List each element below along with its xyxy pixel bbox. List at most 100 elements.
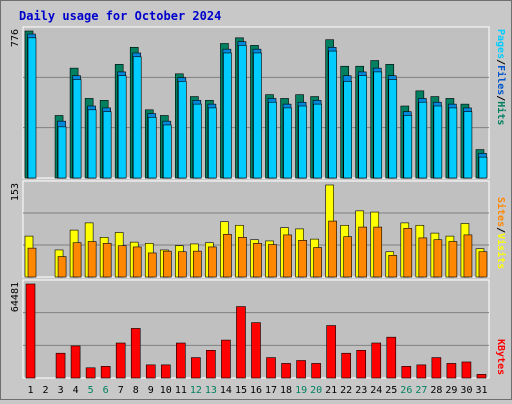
x-label-23: 23	[355, 385, 367, 396]
legend-entry-legend-top-4: Hits	[495, 101, 507, 125]
x-label-27: 27	[415, 385, 427, 396]
sites-bar-20	[313, 247, 322, 278]
x-label-22: 22	[340, 385, 352, 396]
x-label-12: 12	[190, 385, 202, 396]
kbytes-bar-30	[461, 361, 472, 379]
kbytes-bar-20	[311, 363, 321, 379]
x-label-15: 15	[235, 385, 247, 396]
pages-bar-27	[418, 101, 428, 179]
kbytes-bar-4	[70, 345, 81, 379]
chart-title: Daily usage for October 2024	[19, 9, 221, 23]
kbytes-bar-23	[356, 350, 367, 379]
kbytes-bar-6	[100, 366, 111, 379]
x-label-13: 13	[205, 385, 217, 396]
kbytes-legend: KBytes	[495, 339, 506, 375]
pages-bar-15	[238, 45, 247, 179]
pages-bar-7	[117, 75, 127, 179]
kbytes-max-label: 64481	[10, 282, 21, 312]
x-label-20: 20	[310, 385, 322, 396]
kbytes-bar-15	[236, 306, 246, 379]
legend-entry-legend-middle-0: Sites	[495, 197, 507, 227]
x-label-24: 24	[370, 385, 382, 396]
kbytes-bar-25	[386, 336, 397, 379]
x-label-28: 28	[430, 385, 442, 396]
pages-bar-9	[147, 117, 157, 179]
pages-bar-18	[283, 107, 292, 179]
bars	[24, 30, 488, 379]
sites-bar-28	[433, 239, 443, 278]
x-label-5: 5	[88, 385, 94, 396]
sites-bar-7	[117, 245, 127, 278]
x-label-6: 6	[103, 385, 109, 396]
x-label-2: 2	[43, 385, 49, 396]
sites-bar-25	[388, 255, 398, 278]
sites-bar-3	[57, 256, 67, 278]
sites-bar-31	[478, 251, 488, 278]
x-axis-labels: 1 2 3 4 5 6 7 8 9 10 11 12 13 14 15 16 17 18 19 20 21 22 23 24 2…	[28, 385, 488, 396]
pages-bar-23	[358, 75, 368, 179]
pages-bar-24	[373, 71, 383, 179]
kbytes-bar-17	[266, 357, 276, 379]
x-label-19: 19	[295, 385, 307, 396]
x-label-7: 7	[118, 385, 124, 396]
sites-bar-26	[403, 227, 413, 278]
kbytes-bar-29	[446, 363, 457, 379]
pages-bar-19	[298, 105, 307, 179]
pages-bar-6	[102, 111, 112, 179]
legend-entry-legend-top-2: Files	[495, 65, 507, 95]
kbytes-bar-26	[401, 366, 412, 379]
sites-bar-30	[463, 234, 473, 278]
pages-bar-5	[87, 109, 97, 179]
kbytes-bar-27	[416, 364, 427, 379]
x-label-16: 16	[250, 385, 262, 396]
legend-entry-legend-top-1: /	[495, 59, 506, 65]
kbytes-bar-5	[85, 367, 96, 379]
pages-bar-12	[193, 103, 202, 179]
x-label-9: 9	[148, 385, 154, 396]
kbytes-bar-24	[371, 342, 382, 379]
x-label-17: 17	[265, 385, 277, 396]
pages-bar-17	[268, 101, 277, 179]
hits-max-label: 776	[10, 29, 21, 47]
pages-bar-22	[343, 81, 352, 179]
x-label-21: 21	[325, 385, 337, 396]
sites-bar-29	[448, 241, 458, 278]
sites-bar-13	[208, 246, 217, 278]
sites-bar-24	[373, 226, 383, 278]
sites-bar-15	[238, 237, 247, 278]
kbytes-bar-14	[221, 339, 231, 379]
kbytes-bar-31	[476, 374, 487, 379]
kbytes-bar-11	[176, 342, 186, 379]
sites-bar-9	[147, 252, 157, 278]
sites-bar-17	[268, 244, 277, 278]
sites-bar-23	[358, 226, 368, 278]
kbytes-bar-10	[160, 364, 171, 379]
sites-bar-14	[223, 234, 232, 278]
sites-bar-10	[162, 250, 172, 278]
x-label-26: 26	[400, 385, 412, 396]
pages-bar-31	[478, 156, 488, 179]
kbytes-bar-1	[25, 283, 36, 379]
kbytes-bar-16	[251, 322, 261, 379]
pages-bar-16	[253, 52, 262, 179]
pages-bar-13	[208, 107, 217, 179]
kbytes-bar-28	[431, 357, 442, 379]
sites-bar-1	[27, 247, 37, 278]
sites-bar-5	[87, 241, 97, 278]
x-label-11: 11	[175, 385, 187, 396]
pages-bar-10	[162, 124, 172, 179]
pages-bar-3	[57, 126, 67, 179]
pages-bar-1	[27, 37, 37, 179]
x-label-4: 4	[73, 385, 79, 396]
hits-legend: Pages/Files/Hits	[495, 29, 507, 125]
pages-bar-4	[72, 79, 82, 179]
legend-entry-legend-middle-2: Visits	[495, 233, 507, 269]
kbytes-bar-9	[145, 364, 156, 379]
kbytes-bar-18	[281, 363, 291, 379]
x-label-30: 30	[460, 385, 472, 396]
pages-bar-8	[132, 56, 142, 179]
pages-bar-30	[463, 111, 473, 179]
legend-entry-legend-top-0: Pages	[495, 29, 506, 59]
